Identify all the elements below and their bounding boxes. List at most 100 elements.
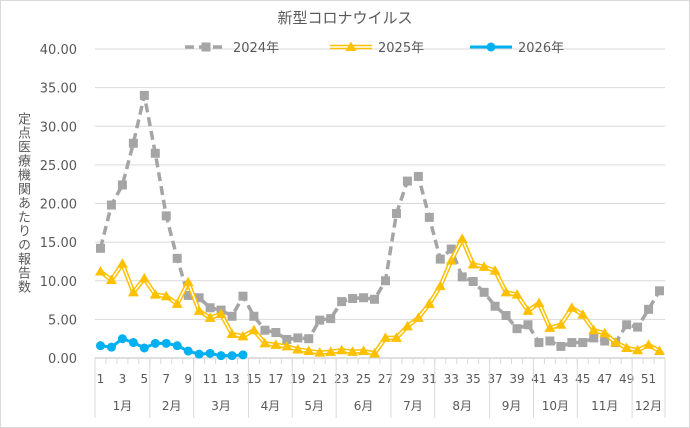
series-2025年-point	[248, 324, 260, 335]
x-tick-label: 29	[400, 372, 415, 386]
month-label: 4月	[261, 399, 281, 413]
series-2024年-point	[359, 293, 369, 303]
series-2024年-point	[545, 336, 555, 346]
series-2025年-point	[138, 272, 150, 283]
series-2024年-point	[380, 276, 390, 286]
x-tick-label: 15	[246, 372, 261, 386]
series-2026年-point	[205, 348, 215, 358]
series-2024年-point	[106, 200, 116, 210]
series-2026年-point	[161, 338, 171, 348]
series-2025年-point	[390, 332, 402, 342]
y-tick-label: 0.00	[48, 352, 77, 367]
x-tick-label: 31	[422, 372, 437, 386]
month-label: 12月	[635, 399, 662, 413]
series-2024年-point	[523, 320, 533, 330]
series-2025年-point	[555, 319, 567, 329]
series-2025年-point	[654, 345, 666, 356]
series-2025年-point	[423, 298, 435, 308]
series-2025年-point	[522, 305, 534, 315]
series-2025年-point	[533, 297, 545, 308]
series-2025年-point	[171, 298, 183, 308]
x-tick-label: 1	[97, 372, 105, 386]
series-2024年-point	[655, 286, 665, 296]
series-2025年-point	[500, 286, 512, 297]
series-2026年-point	[172, 341, 182, 351]
month-label: 1月	[113, 399, 133, 413]
series-2024年-point	[370, 294, 380, 304]
series-2024年-point	[633, 322, 643, 332]
series-2025年-point	[599, 327, 611, 338]
series-2026年-point	[150, 338, 160, 348]
series-2025年-point	[347, 346, 359, 356]
series-2024年-point	[413, 171, 423, 181]
series-2024年-point	[534, 338, 544, 348]
x-tick-label: 49	[619, 372, 634, 386]
x-tick-label: 17	[268, 372, 283, 386]
month-label: 2月	[162, 399, 182, 413]
x-tick-label: 23	[334, 372, 349, 386]
month-label: 11月	[591, 399, 618, 413]
series-2025年-point	[105, 274, 117, 284]
series-2026年-point	[95, 341, 105, 351]
series-2024年-point	[446, 244, 456, 254]
series-2024年-point	[501, 311, 511, 321]
series-2024年-point	[490, 301, 500, 311]
series-2026年-point	[106, 342, 116, 352]
x-tick-label: 9	[184, 372, 192, 386]
series-2025年-point	[610, 337, 622, 347]
series-2024年-point	[457, 272, 467, 282]
series-2025年-point	[369, 347, 381, 358]
series-2024年-point	[348, 294, 358, 304]
series-2024年-point	[139, 90, 149, 100]
series-2025年-point	[325, 346, 337, 356]
series-2025年-point	[566, 302, 578, 312]
series-2025年-point	[193, 305, 205, 315]
series-2025年-point	[511, 289, 523, 299]
series-2025年-point	[314, 347, 326, 357]
series-2024年-point	[589, 333, 599, 343]
series-2024年-point	[424, 212, 434, 222]
series-2025年-point	[160, 290, 172, 301]
series-2024年-point	[150, 148, 160, 158]
month-label: 3月	[211, 399, 231, 413]
series-2025年-point	[149, 289, 161, 299]
series-2025年-point	[643, 339, 655, 349]
series-2024年-point	[326, 314, 336, 324]
series-2026年-point	[128, 338, 138, 348]
series-2025年-point	[303, 345, 315, 356]
series-2024年-point	[337, 297, 347, 307]
x-tick-label: 13	[224, 372, 239, 386]
series-2024年-point	[391, 209, 401, 219]
series-2024年-point	[435, 254, 445, 264]
month-label: 5月	[304, 399, 324, 413]
series-2025年-point	[358, 345, 370, 356]
series-2024年-point	[205, 303, 215, 313]
series-2024年-point	[227, 311, 237, 321]
series-2026年-point	[139, 343, 149, 353]
series-2024年-point	[128, 138, 138, 148]
series-2024年-point	[95, 243, 105, 253]
series-2025年-point	[237, 330, 249, 341]
series-2025年-point	[94, 265, 106, 276]
series-2024年-point	[644, 304, 654, 314]
y-tick-label: 10.00	[40, 275, 77, 290]
series-2025年-point	[445, 255, 457, 265]
series-2024年-point	[622, 320, 632, 330]
series-2024年-point	[567, 338, 577, 348]
series-2024年-point	[194, 293, 204, 303]
x-tick-label: 41	[531, 372, 546, 386]
series-2025年-point	[226, 328, 238, 339]
series-2024年-point	[271, 328, 281, 338]
series-2025年-point	[588, 324, 600, 335]
series-2024年-point	[161, 211, 171, 221]
series-2024年-point	[578, 338, 588, 348]
y-tick-label: 40.00	[40, 43, 77, 58]
series-2025年-point	[456, 233, 468, 244]
series-2026年-point	[238, 350, 248, 360]
x-tick-label: 11	[202, 372, 217, 386]
series-2024年-point	[260, 325, 270, 335]
series-2025年-point	[215, 308, 227, 318]
legend-label: 2025年	[378, 41, 424, 56]
series-2025年-point	[259, 337, 271, 348]
